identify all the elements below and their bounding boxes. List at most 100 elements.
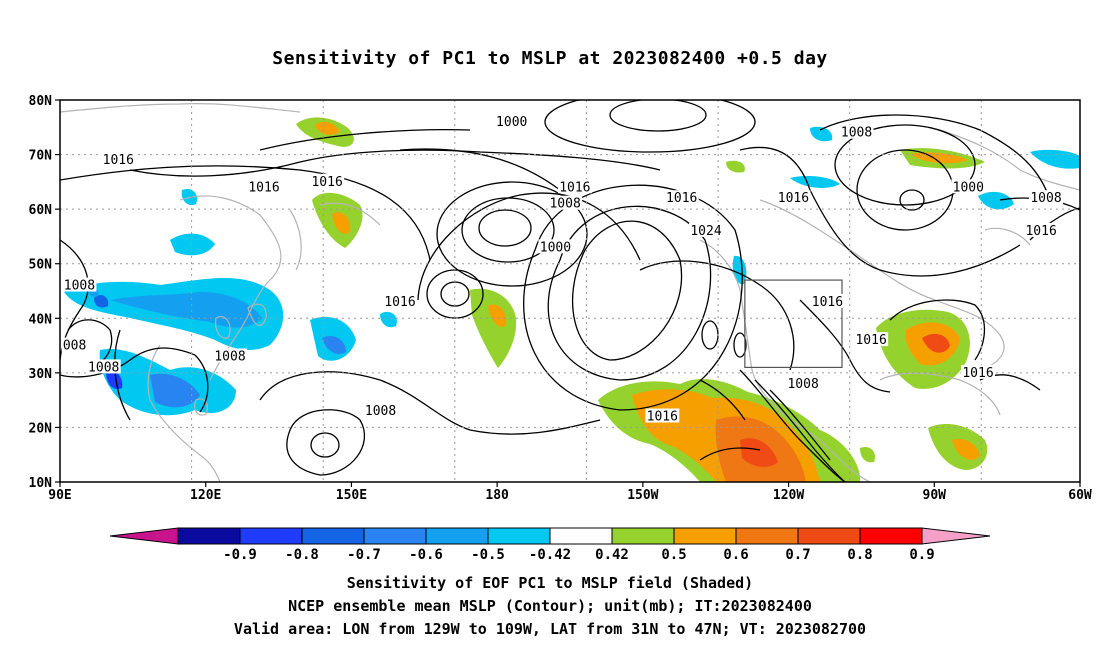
lon-label: 180 (485, 488, 509, 503)
lon-label: 60W (1068, 488, 1092, 503)
contour-label-bg (689, 222, 723, 237)
map-frame (59, 99, 1081, 483)
colorbar-swatch (549, 527, 613, 545)
contour-label-bg (310, 173, 345, 188)
lat-label: 60N (29, 203, 53, 218)
lon-label: 150E (336, 488, 367, 503)
lat-label: 50N (29, 258, 53, 273)
contour-label: 1008 (214, 349, 245, 364)
colorbar-swatch (735, 527, 799, 545)
contour-label-bg (213, 348, 247, 363)
colorbar-swatch (239, 527, 303, 545)
contour-label: 1016 (384, 295, 415, 310)
contour-label: 1000 (496, 115, 527, 130)
contour-label: 1008 (88, 360, 119, 375)
contour-label: 1016 (812, 295, 843, 310)
colorbar-swatch (363, 527, 427, 545)
contour-label-bg (776, 190, 811, 205)
contour-label: 1000 (953, 180, 984, 195)
contour-label-bg (664, 190, 699, 205)
contour-label-bg (1024, 222, 1059, 237)
colorbar-swatch (797, 527, 861, 545)
contour-label: 1008 (841, 126, 872, 141)
colorbar-swatch (177, 527, 241, 545)
contour-label: 1016 (778, 191, 809, 206)
contour-label: 1016 (647, 410, 678, 425)
contour-label: 1024 (690, 224, 721, 239)
contour-label: 1016 (962, 366, 993, 381)
coastlines (60, 103, 1080, 482)
contour-label: 1008 (787, 377, 818, 392)
colorbar-label: -0.7 (347, 547, 381, 563)
contour-label: 1016 (1025, 224, 1056, 239)
caption-contour: NCEP ensemble mean MSLP (Contour); unit(… (288, 597, 812, 615)
colorbar-swatch (301, 527, 365, 545)
lon-label: 120E (190, 488, 221, 503)
lat-label: 80N (29, 94, 53, 109)
contour-label-bg (786, 375, 821, 390)
colorbar-swatch (673, 527, 737, 545)
contour-label-bg (247, 179, 281, 194)
colorbar-label: -0.42 (529, 547, 571, 563)
colorbar-low-arrow (109, 527, 179, 545)
contour-labels: 1000 1008 1016 1016 1016 1016 1008 1016 1016 1000… (61, 113, 1063, 425)
colorbar-high-arrow (921, 527, 991, 545)
contour-label: 1016 (666, 191, 697, 206)
valid-area-box (744, 279, 843, 369)
lat-label: 10N (29, 476, 53, 491)
caption-shaded: Sensitivity of EOF PC1 to MSLP field (Sh… (346, 574, 754, 592)
contour-label: 1016 (311, 175, 342, 190)
longitude-labels: 90E 120E 150E 180 150W 120W 90W 60W (48, 482, 1092, 503)
contour-label: 1008 (64, 279, 95, 294)
contour-label-bg (854, 332, 889, 347)
contour-label-bg (961, 364, 995, 379)
colorbar: -0.9 -0.8 -0.7 -0.6 -0.5 -0.42 0.42 0.5 0.6 0.7 0.… (109, 527, 991, 563)
plot-title: Sensitivity of PC1 to MSLP at 2023082400… (272, 48, 828, 69)
colorbar-label: 0.7 (785, 547, 810, 563)
colorbar-label: 0.5 (661, 547, 686, 563)
contour-label-bg (61, 337, 88, 352)
contour-label-bg (363, 403, 398, 418)
lon-label: 120W (773, 488, 804, 503)
contour-label-bg (86, 359, 121, 374)
colorbar-label: 0.8 (847, 547, 872, 563)
colorbar-label: -0.6 (409, 547, 443, 563)
contour-label-bg (538, 239, 573, 254)
contour-label-bg (1029, 190, 1063, 205)
colorbar-label: -0.8 (285, 547, 319, 563)
colorbar-swatch (425, 527, 489, 545)
contour-label: 1008 (365, 404, 396, 419)
contour-label-bg (645, 408, 680, 423)
map-content: 1000 1008 1016 1016 1016 1016 1008 1016 1016 1000… (60, 100, 1080, 482)
contour-label: 1000 (540, 240, 571, 255)
colorbar-label: -0.5 (471, 547, 505, 563)
contour-label-bg (951, 179, 986, 194)
contour-label-bg (62, 277, 97, 292)
colorbar-label: 0.9 (909, 547, 934, 563)
lat-label: 70N (29, 149, 53, 164)
contour-label-bg (557, 179, 592, 194)
contour-label: 1016 (248, 180, 279, 195)
lat-label: 40N (29, 312, 53, 327)
contour-label-bg (548, 195, 583, 210)
lon-label: 90W (923, 488, 947, 503)
colorbar-swatch (859, 527, 923, 545)
contour-label-bg (839, 124, 874, 139)
contour-label-bg (101, 152, 136, 167)
colorbar-label: -0.9 (223, 547, 257, 563)
latitude-labels: 80N 70N 60N 50N 40N 30N 20N 10N (29, 94, 60, 491)
contour-label: 1016 (855, 333, 886, 348)
contour-label: 1016 (559, 180, 590, 195)
colorbar-label: 0.42 (595, 547, 629, 563)
contour-label-bg (383, 293, 417, 308)
contour-label: 008 (63, 339, 86, 354)
contour-label: 1008 (549, 197, 580, 212)
lon-label: 90E (48, 488, 71, 503)
caption-valid-area: Valid area: LON from 129W to 109W, LAT f… (233, 620, 867, 638)
contour-label: 1016 (103, 153, 134, 168)
colorbar-label: 0.6 (723, 547, 748, 563)
colorbar-swatch (487, 527, 551, 545)
contour-label-bg (810, 293, 845, 308)
lat-label: 20N (29, 421, 53, 436)
